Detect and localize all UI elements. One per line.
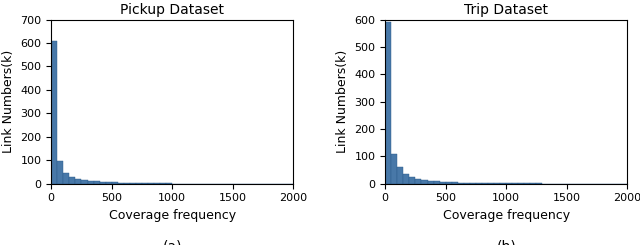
Bar — [397, 167, 403, 184]
Bar — [148, 183, 154, 184]
Bar — [130, 183, 136, 184]
Bar — [57, 161, 63, 184]
Bar — [81, 180, 88, 184]
Bar — [154, 183, 160, 184]
Bar — [452, 182, 458, 184]
Bar — [433, 181, 440, 184]
Bar — [440, 182, 445, 184]
Title: Pickup Dataset: Pickup Dataset — [120, 3, 224, 17]
Bar — [488, 183, 494, 184]
Bar — [391, 154, 397, 184]
Bar — [100, 182, 106, 184]
Title: Trip Dataset: Trip Dataset — [464, 3, 548, 17]
Bar — [385, 22, 391, 184]
Bar — [166, 183, 172, 184]
Bar — [445, 182, 452, 184]
Bar — [76, 179, 81, 184]
Y-axis label: Link Numbers(k): Link Numbers(k) — [336, 50, 349, 153]
Bar — [142, 183, 148, 184]
X-axis label: Coverage frequency: Coverage frequency — [109, 209, 236, 222]
Bar — [476, 183, 482, 184]
Bar — [410, 177, 415, 184]
Bar — [112, 182, 118, 184]
Text: (a): (a) — [163, 239, 182, 245]
Bar — [88, 181, 93, 184]
Bar — [428, 181, 433, 184]
Bar — [136, 183, 142, 184]
Bar — [464, 183, 470, 184]
Bar — [118, 183, 124, 184]
Bar — [51, 41, 57, 184]
Bar — [106, 182, 112, 184]
Y-axis label: Link Numbers(k): Link Numbers(k) — [2, 50, 15, 153]
Bar — [422, 180, 428, 184]
Bar — [415, 179, 422, 184]
Bar — [403, 174, 410, 184]
Bar — [63, 173, 69, 184]
Bar — [69, 177, 76, 184]
Bar — [458, 183, 464, 184]
X-axis label: Coverage frequency: Coverage frequency — [443, 209, 570, 222]
Bar — [124, 183, 130, 184]
Bar — [160, 183, 166, 184]
Bar — [470, 183, 476, 184]
Bar — [93, 181, 100, 184]
Text: (b): (b) — [496, 239, 516, 245]
Bar — [482, 183, 488, 184]
